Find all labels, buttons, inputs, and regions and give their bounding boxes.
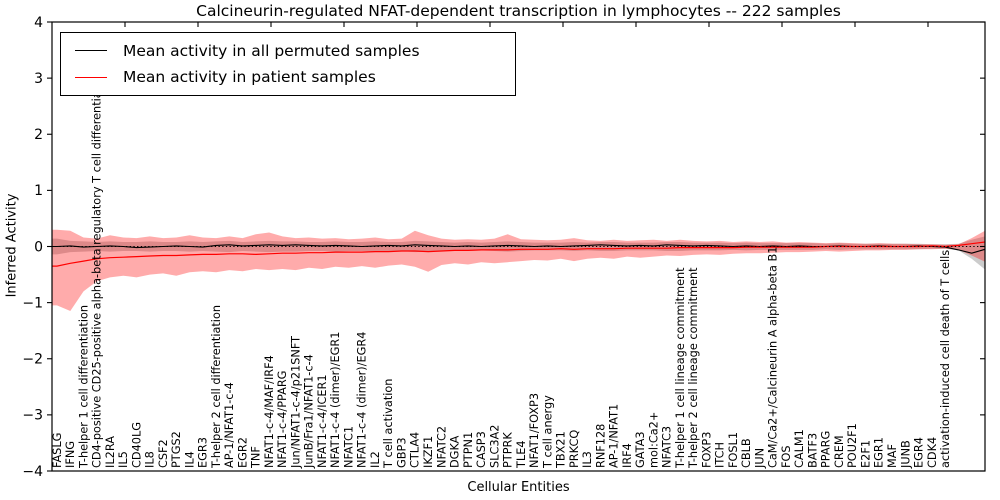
x-tick-label: PPARG (820, 431, 833, 468)
x-axis-label: Cellular Entities (467, 480, 570, 495)
x-tick-label: activation-induced cell death of T cells (939, 250, 952, 468)
x-tick-label: EGR4 (913, 437, 926, 468)
x-tick-label: PTGS2 (170, 431, 183, 468)
x-tick-label: mol:Ca2+ (647, 412, 660, 468)
x-tick-label: NFAT1/FOXP3 (528, 393, 541, 468)
x-tick-label: IL3 (581, 451, 594, 468)
x-tick-label: T-helper 1 cell lineage commitment (674, 267, 687, 469)
legend: Mean activity in all permuted samples Me… (60, 32, 516, 96)
x-tick-label: JunB/Fra1/NFAT1-c-4 (303, 354, 316, 469)
x-tick-label: EGR3 (197, 437, 210, 468)
x-tick-label: CD40LG (130, 422, 143, 468)
y-tick-label: 1 (34, 183, 43, 199)
x-tick-label: IL2 (369, 451, 382, 468)
x-tick-label: POU2F1 (846, 423, 859, 468)
x-tick-label: E2F1 (859, 440, 872, 468)
legend-item-permuted: Mean activity in all permuted samples (61, 42, 515, 60)
x-tick-label: MAF (886, 444, 899, 468)
x-tick-label: T-helper 2 cell lineage commitment (687, 267, 700, 469)
y-tick-label: 3 (34, 71, 43, 87)
x-tick-label: CASP3 (475, 431, 488, 468)
x-tick-label: FOS (780, 445, 793, 468)
x-tick-label: PTPN1 (462, 432, 475, 468)
x-tick-label: IKZF1 (422, 436, 435, 468)
y-axis-label: Inferred Activity (4, 193, 20, 298)
y-tick-label: 0 (34, 239, 43, 255)
x-tick-label: NFAT1-c-4 (dimer)/EGR1 (329, 332, 342, 468)
x-tick-label: NFAT1-c-4/MAF/IRF4 (263, 355, 276, 468)
x-tick-label: NFATC1 (342, 426, 355, 468)
chart-title: Calcineurin-regulated NFAT-dependent tra… (196, 2, 841, 20)
x-tick-label: CALM1 (793, 429, 806, 468)
x-tick-label: SLC3A2 (488, 425, 501, 468)
x-tick-label: TNF (250, 446, 263, 469)
x-tick-label: CBLB (740, 438, 753, 468)
x-tick-label: GBP3 (395, 437, 408, 468)
x-tick-label: IL5 (117, 451, 130, 468)
x-tick-label: EGR2 (236, 437, 249, 468)
x-tick-label: PRKCQ (568, 430, 581, 468)
x-tick-label: NFAT1-c-4 (dimer)/EGR4 (356, 332, 369, 468)
x-tick-label: NFAT1-c-4/PPARG (276, 371, 289, 468)
legend-line-patient (75, 76, 107, 78)
x-tick-label: BATF3 (806, 433, 819, 468)
x-tick-label: TBX21 (555, 431, 568, 469)
x-tick-label: PTPRK (502, 432, 515, 468)
x-tick-label: RNF128 (594, 424, 607, 468)
legend-label-patient: Mean activity in patient samples (123, 68, 376, 87)
x-tick-label: NFATC2 (435, 426, 448, 468)
x-tick-label: NFATC3 (661, 426, 674, 468)
x-tick-label: DGKA (449, 435, 462, 468)
x-tick-label: EGR1 (873, 437, 886, 468)
x-tick-label: IL2RA (104, 436, 117, 468)
x-tick-label: T-helper 2 cell differentiation (210, 305, 223, 469)
patient-samples-band (52, 229, 985, 311)
patient-mean-line (52, 241, 986, 267)
x-tick-label: NFAT1-c-4/ICER1 (316, 374, 329, 468)
x-tick-label: CaM/Ca2+/Calcineurin A alpha-beta B1 (767, 247, 780, 468)
y-tick-label: −3 (22, 408, 43, 424)
permuted-samples-band (52, 236, 985, 270)
x-tick-label: AP-1/NFAT1 (608, 404, 621, 468)
legend-line-permuted (75, 50, 107, 52)
y-tick-label: −1 (22, 295, 43, 311)
x-tick-label: CTLA4 (409, 432, 422, 468)
legend-item-patient: Mean activity in patient samples (61, 68, 515, 86)
x-tick-label: IFNG (64, 441, 77, 468)
x-tick-label: CSF2 (157, 439, 170, 468)
x-tick-label: IL8 (144, 451, 157, 468)
legend-label-permuted: Mean activity in all permuted samples (123, 41, 420, 60)
x-tick-label: JUNB (899, 440, 912, 469)
x-tick-label: FOSL1 (727, 432, 740, 468)
x-tick-label: TLE4 (515, 440, 528, 469)
x-tick-label: FOXP3 (700, 432, 713, 468)
x-tick-label: T cell anergy (541, 395, 554, 469)
x-tick-label: IL4 (183, 451, 196, 468)
x-tick-label: IRF4 (621, 443, 634, 468)
y-tick-label: −4 (22, 464, 43, 480)
y-tick-label: −2 (22, 352, 43, 368)
x-tick-label: ITCH (714, 442, 727, 468)
x-tick-label: JUN (753, 448, 766, 469)
x-tick-label: T-helper 1 cell differentiation (77, 305, 90, 469)
x-tick-label: CDK4 (926, 437, 939, 468)
x-tick-label: FASLG (51, 433, 64, 468)
x-tick-label: CREM (833, 435, 846, 468)
y-tick-label: 4 (34, 15, 43, 31)
x-tick-label: CD4-positive CD25-positive alpha-beta re… (91, 70, 104, 468)
y-tick-label: 2 (34, 127, 43, 143)
x-tick-label: GATA3 (634, 431, 647, 468)
x-tick-label: T cell activation (382, 379, 395, 469)
x-tick-label: AP-1/NFAT1-c-4 (223, 382, 236, 468)
x-tick-label: Jun/NFAT1-c-4/p21SNFT (289, 336, 302, 469)
